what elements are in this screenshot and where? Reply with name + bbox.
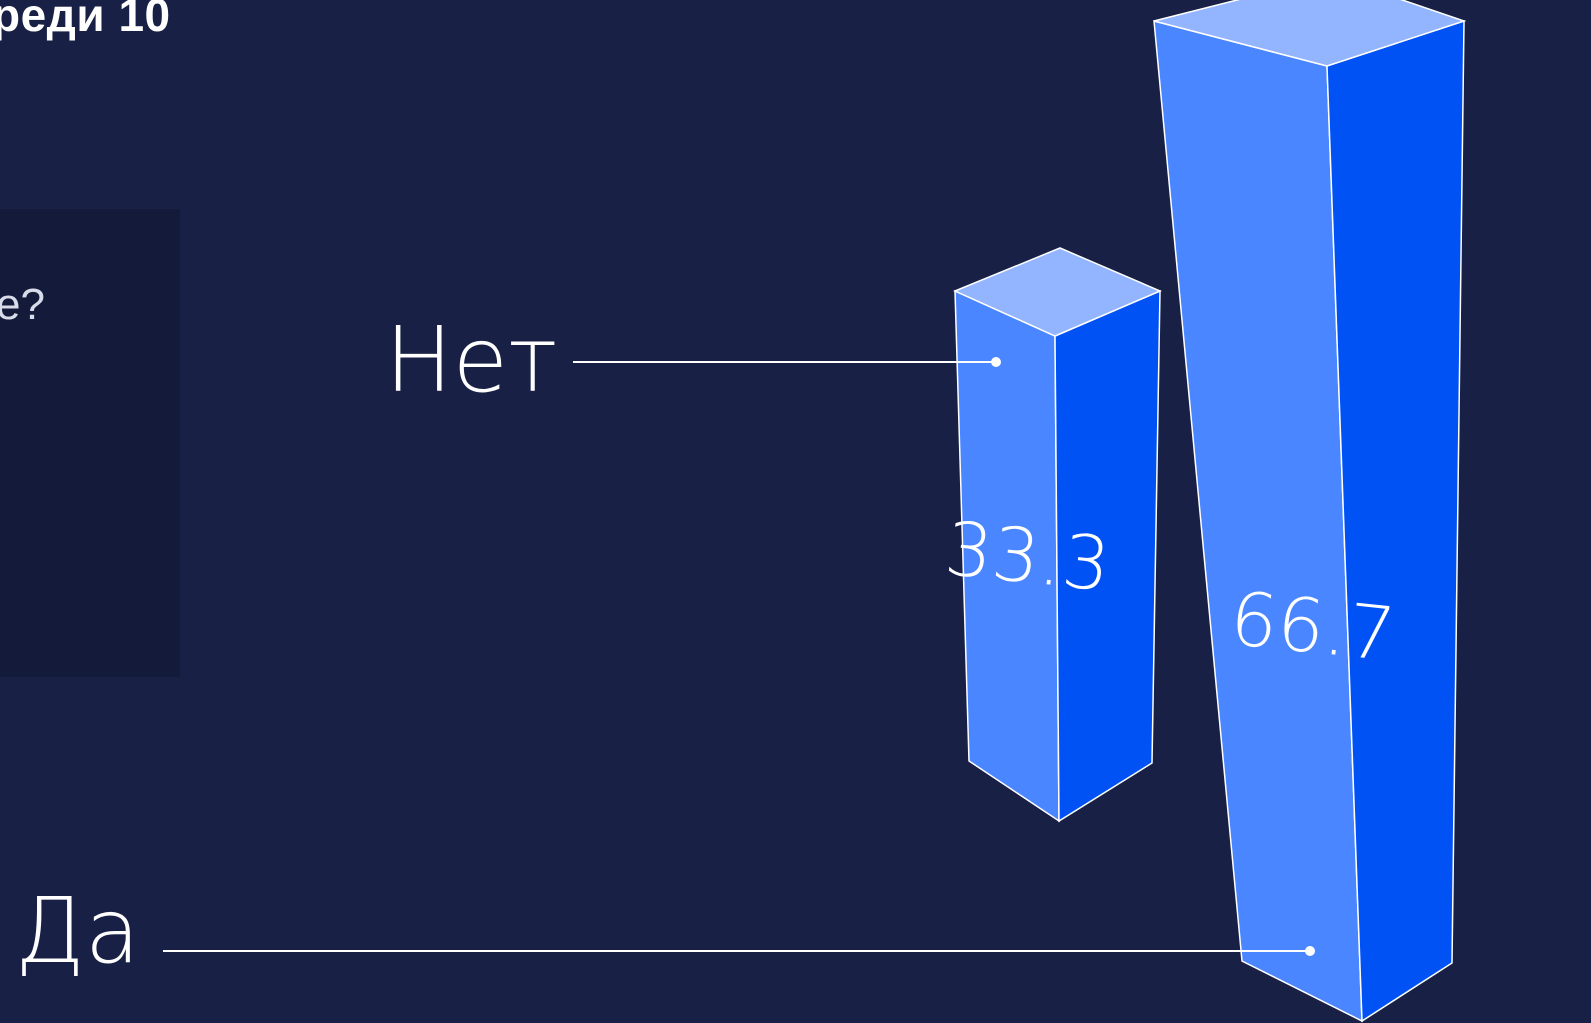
question-card: [0, 209, 180, 677]
page-title: реди 10: [0, 0, 171, 41]
category-label-1: Нет: [385, 308, 557, 413]
category-label-2: Да: [15, 879, 140, 984]
leader-dot-1: [991, 357, 1001, 367]
leader-dot-2: [1305, 946, 1315, 956]
data-label-2: 66.7: [1226, 576, 1399, 679]
question-text: е?: [0, 280, 45, 329]
data-label-1: 33.3: [941, 506, 1114, 609]
bar-top-2: [1153, 0, 1467, 67]
bar-top-1: [953, 247, 1162, 337]
